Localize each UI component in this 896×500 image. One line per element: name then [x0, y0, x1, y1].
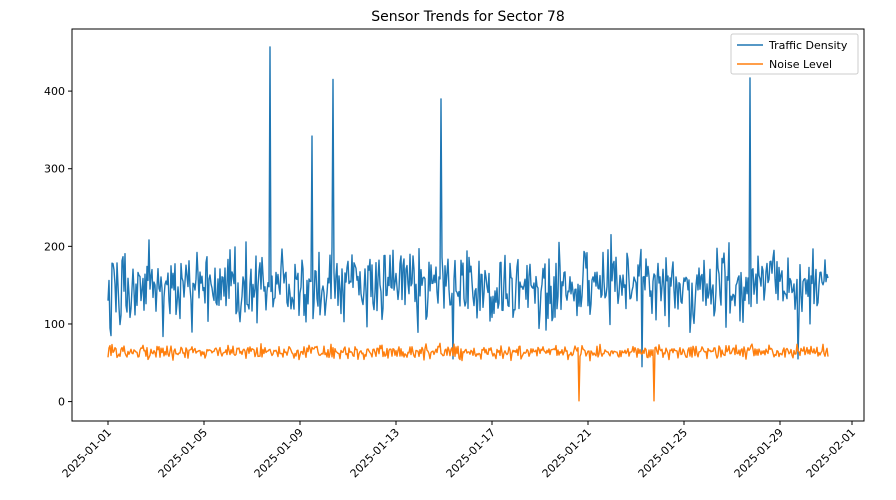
legend: Traffic Density Noise Level: [730, 33, 859, 75]
x-tick-label: 2025-01-09: [252, 426, 306, 480]
legend-label-traffic-density: Traffic Density: [768, 39, 848, 52]
y-tick-label: 400: [44, 85, 65, 98]
x-tick-label: 2025-01-17: [444, 426, 498, 480]
x-tick-label: 2025-01-25: [636, 426, 690, 480]
plot-layer: [107, 46, 829, 402]
x-tick-label: 2025-01-05: [156, 426, 210, 480]
series-line-noise-level: [107, 342, 829, 402]
x-tick-label: 2025-01-21: [540, 426, 594, 480]
y-tick-label: 0: [58, 396, 65, 409]
y-tick-label: 300: [44, 163, 65, 176]
legend-label-noise-level: Noise Level: [769, 58, 832, 71]
x-tick-label: 2025-01-13: [348, 426, 402, 480]
y-tick-label: 100: [44, 318, 65, 331]
y-tick-label: 200: [44, 240, 65, 253]
x-tick-label: 2025-01-29: [732, 426, 786, 480]
chart-title: Sensor Trends for Sector 78: [371, 9, 564, 25]
plot-frame: [71, 28, 865, 422]
x-tick-label: 2025-01-01: [60, 426, 114, 480]
x-tick-label: 2025-02-01: [804, 426, 858, 480]
series-line-traffic-density: [107, 46, 829, 368]
